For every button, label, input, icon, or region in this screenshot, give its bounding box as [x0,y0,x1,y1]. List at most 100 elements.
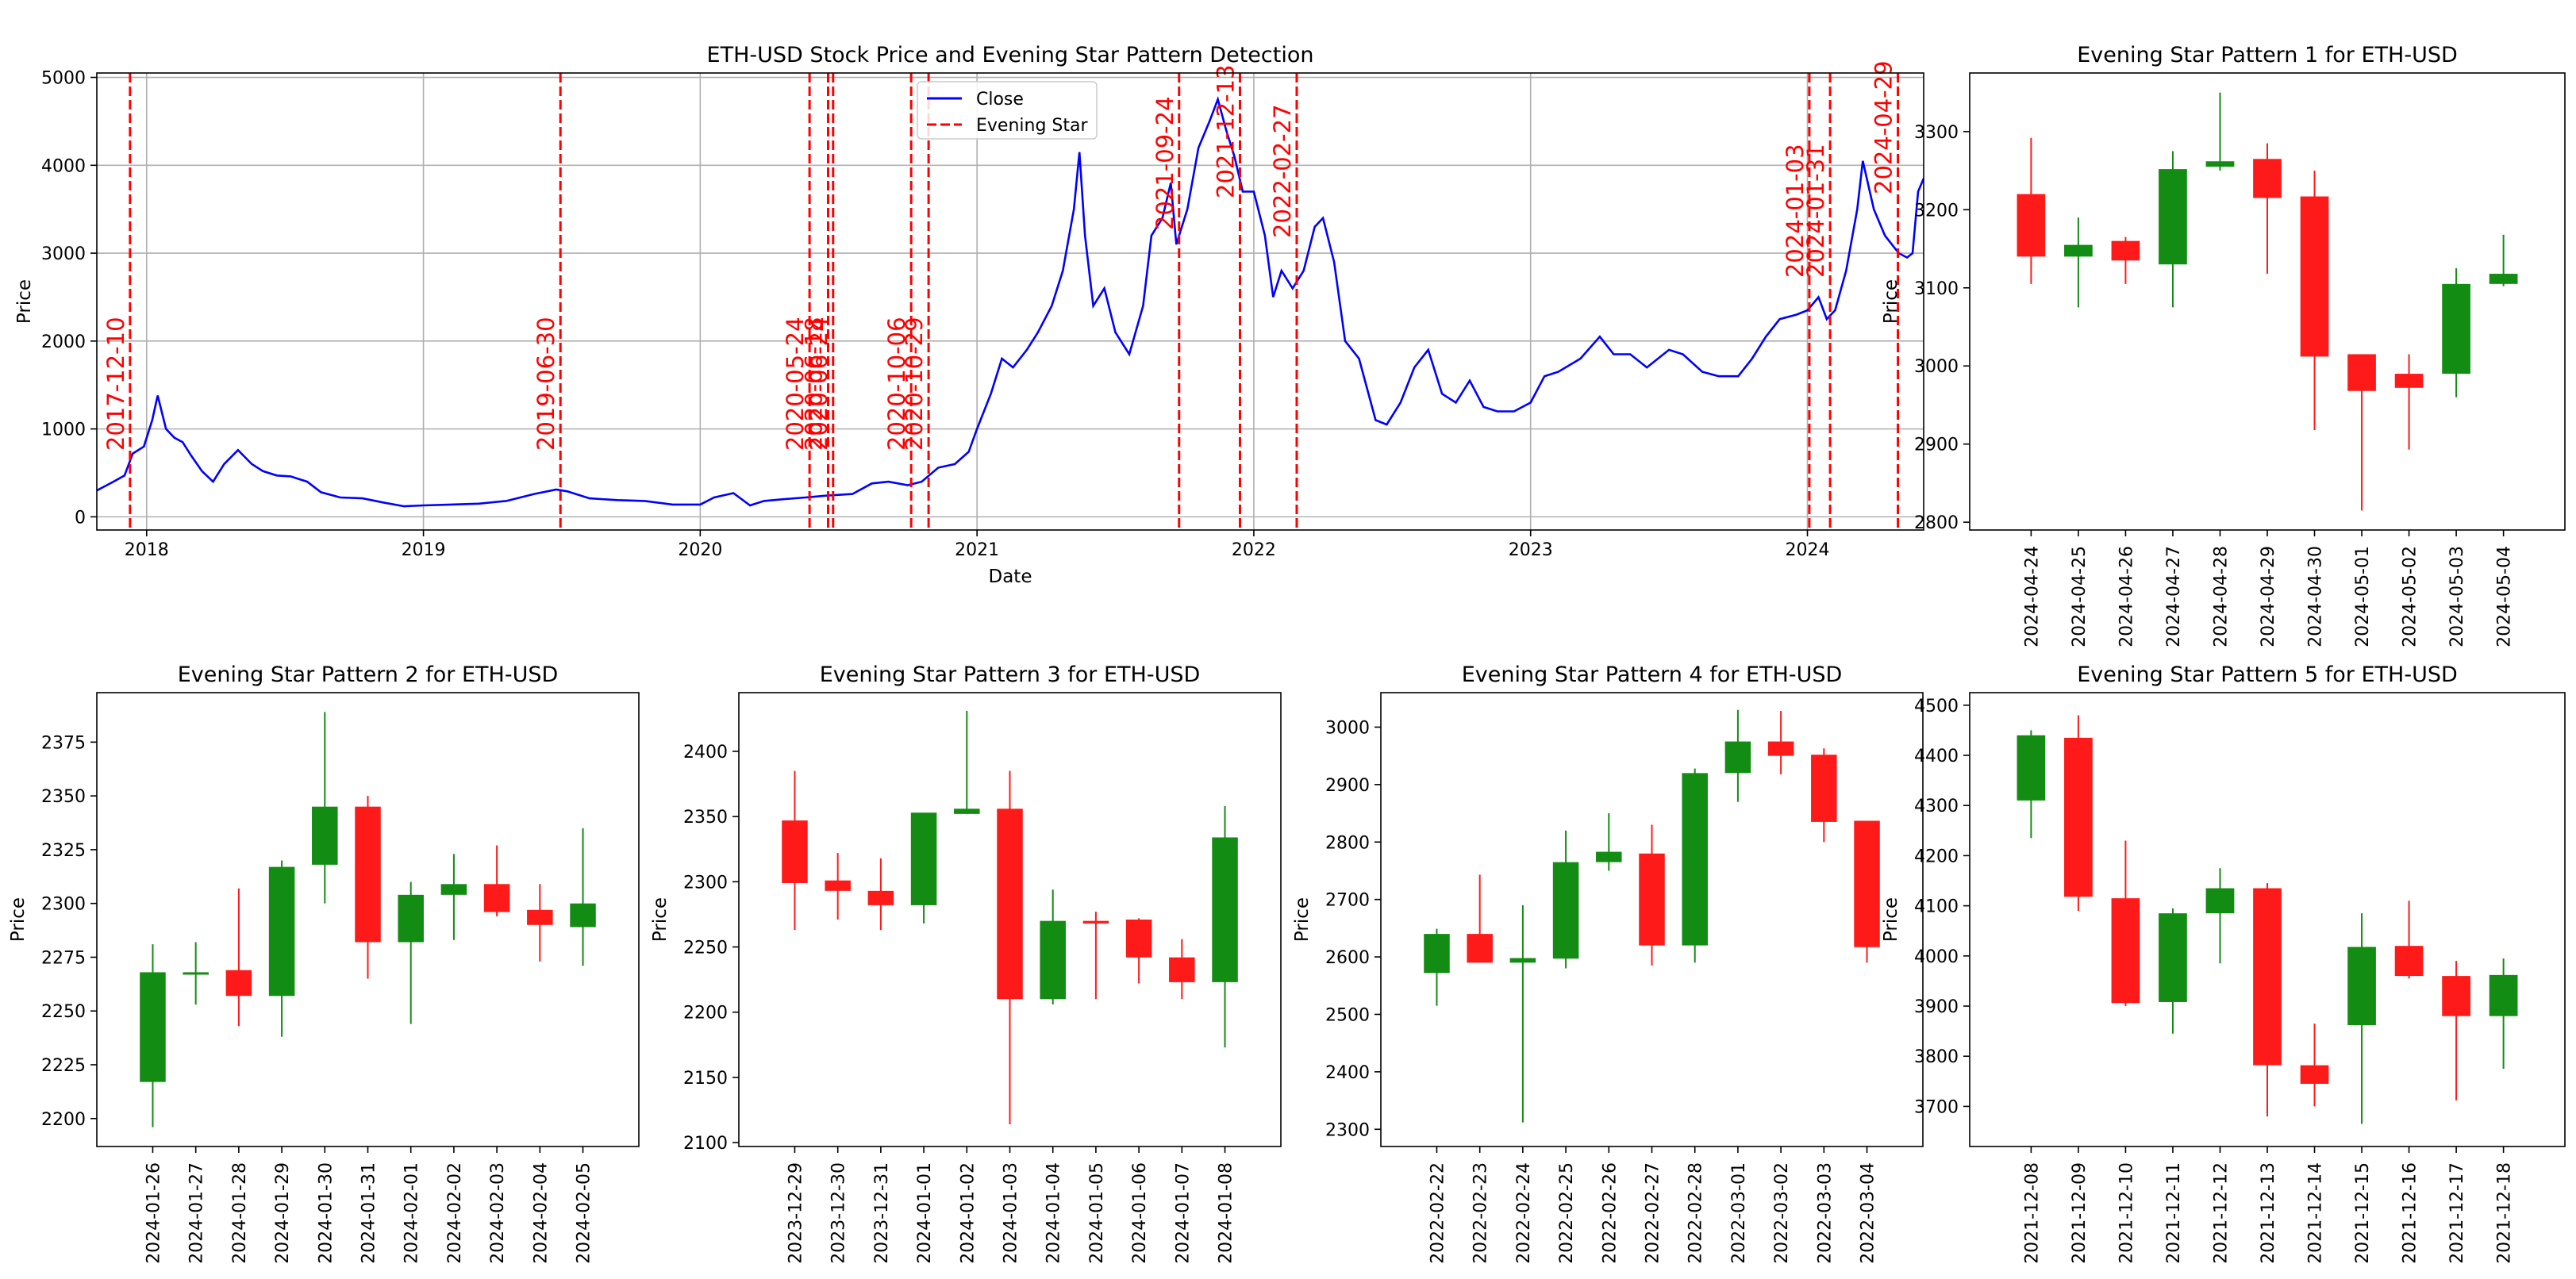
candle-body [2442,283,2470,374]
candle-body [1082,920,1109,924]
candle-body [570,903,596,928]
pattern-4-frame [1380,692,1924,1147]
y-tick-label: 2600 [1325,948,1370,968]
x-tick-label: 2024-04-27 [2164,546,2184,647]
candle-body [2017,735,2046,801]
y-tick-label: 3700 [1914,1097,1959,1117]
y-tick-label: 3100 [1914,279,1959,299]
candle-body [140,972,166,1082]
x-tick-label: 2022-03-02 [1772,1162,1792,1264]
candle-body [527,909,553,925]
candlestick-chart-1: 2800 2900 3000 3100 3200 3300 2024-04-24 2024-0… [1881,43,2566,647]
candle-body [2394,946,2424,977]
pattern-1-title: Evening Star Pattern 1 for ETH-USD [2077,43,2458,67]
evening-star-date-label: 2020-06-18 [800,317,827,451]
y-tick-label: 3300 [1914,123,1959,143]
candle-body [1212,837,1238,982]
x-tick-label: 2021-12-08 [2022,1162,2042,1264]
x-tick-label: 2024-05-01 [2353,546,2373,647]
x-tick-label: 2021-12-15 [2353,1162,2373,1264]
y-tick-label: 2325 [41,841,86,861]
candle-body [1552,862,1579,959]
evening-star-date-label: 2024-04-29 [1870,60,1897,194]
y-tick-label: 2250 [41,1002,86,1022]
y-tick-label: 4500 [1914,697,1959,716]
close-price-line [97,95,1924,508]
candle-body [2253,159,2282,198]
x-tick-label: 2022-02-24 [1514,1162,1534,1264]
x-tick-label: 2024-05-04 [2495,546,2515,647]
x-tick-label: 2024-01-01 [915,1162,935,1264]
y-axis-label: Price [1292,897,1313,942]
x-tick-label: 2024-01-29 [273,1162,293,1264]
candle-body [2111,240,2140,261]
x-tick-label: 2023-12-30 [829,1162,849,1264]
y-tick-label: 3000 [1914,357,1959,377]
candle-body [2253,888,2282,1066]
pattern-3-title: Evening Star Pattern 3 for ETH-USD [820,663,1201,687]
candle-body [2394,374,2424,388]
x-tick-label: 2022-02-26 [1600,1162,1620,1264]
x-tick-label: 2024-05-03 [2447,546,2467,647]
x-tick-label: 2024-02-01 [402,1162,422,1264]
y-tick-label: 2300 [683,873,728,893]
y-tick-label: 2000 [41,332,86,352]
candle-body [183,972,209,975]
x-tick-label: 2024-04-28 [2211,546,2231,647]
candle-body [867,890,894,905]
candle-body [1682,773,1708,946]
x-tick-label: 2024-01-06 [1130,1162,1150,1264]
y-tick-label: 3800 [1914,1047,1959,1067]
candlestick-chart-4: 2300 2400 2500 2600 2700 2800 2900 3000 2022-02-… [1292,663,1924,1264]
candle-body [1424,934,1450,974]
candle-body [997,808,1023,1000]
y-axis-label: Price [650,897,671,942]
candle-body [1125,920,1152,958]
candle-body [1854,820,1880,947]
y-tick-label: 4000 [1914,947,1959,967]
x-tick-label: 2021-12-13 [2259,1162,2278,1264]
x-tick-label: 2024-02-02 [445,1162,465,1264]
candle-body [2064,244,2093,257]
legend-box [917,81,1098,140]
y-tick-label: 3000 [41,244,86,264]
candle-body [2205,888,2235,914]
x-tick-label: 2023 [1509,540,1553,560]
pattern-5-frame [1969,692,2566,1147]
candle-body [1169,957,1195,982]
candle-body [2442,976,2470,1016]
x-tick-label: 2024 [1786,540,1830,560]
x-tick-label: 2022-02-28 [1686,1162,1706,1264]
x-tick-label: 2024-01-31 [359,1162,379,1264]
candle-body [1040,920,1066,1000]
legend-evening-star-label: Evening Star [976,116,1088,136]
x-tick-label: 2024-01-04 [1044,1162,1064,1264]
y-tick-label: 2400 [1325,1063,1370,1083]
main-x-axis-label: Date [989,567,1032,587]
y-tick-label: 2800 [1325,833,1370,853]
evening-star-date-label: 2020-10-06 [883,317,910,451]
pattern-3-frame [738,692,1282,1147]
x-tick-label: 2023-12-31 [872,1162,892,1264]
x-tick-label: 2024-04-24 [2022,546,2042,647]
y-tick-label: 2100 [683,1134,728,1154]
x-tick-label: 2021-12-18 [2495,1162,2515,1264]
evening-star-date-label: 2020-05-24 [782,317,809,451]
evening-star-date-label: 2021-12-13 [1212,64,1239,198]
candle-body [825,880,851,891]
y-axis-label: Price [1881,279,1901,324]
x-tick-label: 2024-01-03 [1002,1162,1021,1264]
candle-body [2064,737,2093,897]
main-legend: Close Evening Star [917,81,1098,140]
y-tick-label: 2500 [1325,1005,1370,1025]
candle-body [2111,898,2140,1004]
x-tick-label: 2021 [955,540,999,560]
x-tick-label: 2024-01-26 [144,1162,163,1264]
candle-body [2347,947,2376,1026]
x-tick-label: 2022-02-25 [1557,1162,1577,1264]
x-tick-label: 2024-04-29 [2259,546,2278,647]
candle-body [1467,934,1493,963]
x-tick-label: 2022-03-01 [1729,1162,1749,1264]
candle-body [440,884,467,895]
y-tick-label: 3900 [1914,997,1959,1017]
